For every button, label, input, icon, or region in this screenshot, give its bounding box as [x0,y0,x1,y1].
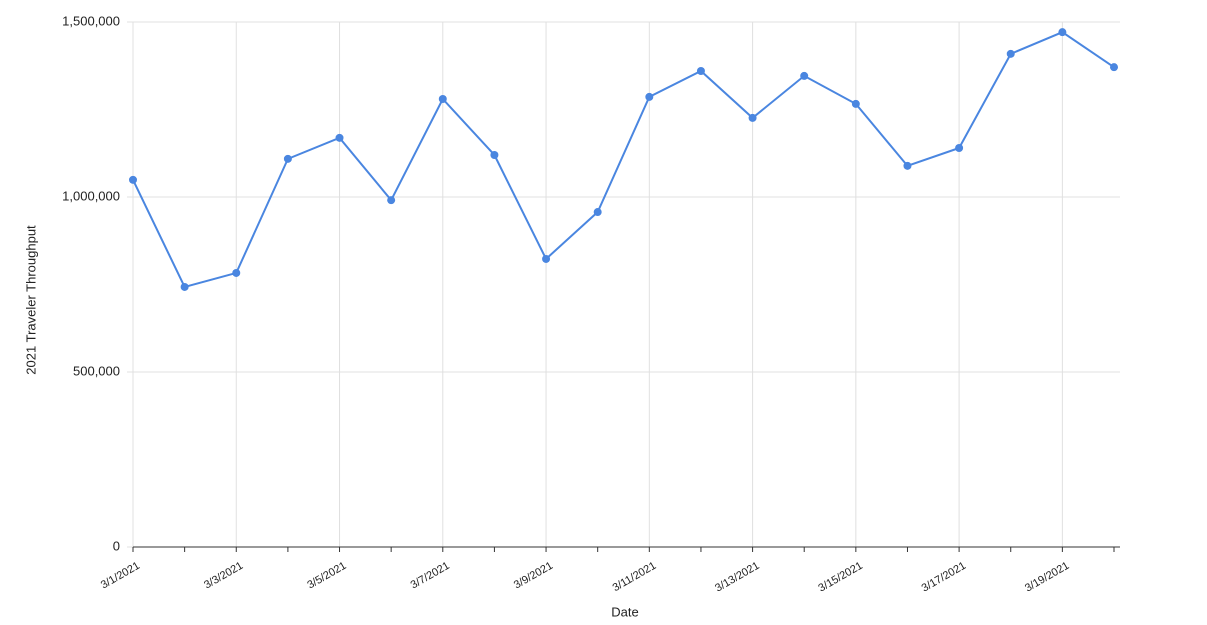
point [542,254,551,263]
y-tick-label: 1,500,000 [62,13,120,28]
point [955,144,964,152]
point [180,282,189,291]
x-tick-label: 3/1/2021 [99,560,142,592]
point [232,268,241,277]
x-tick-label: 3/13/2021 [713,560,761,595]
point [1058,28,1067,37]
point [387,196,396,205]
x-axis-title: Date [611,604,638,619]
point [851,99,860,108]
point [283,154,292,163]
point [1006,49,1015,58]
x-tick-label: 3/19/2021 [1023,560,1071,595]
line [132,31,1115,289]
x-tick-label: 3/17/2021 [920,560,968,595]
point [593,208,602,217]
x-tick-label: 3/7/2021 [409,560,452,592]
x-tick-label: 3/11/2021 [611,560,659,594]
point [800,71,809,80]
point [903,161,912,170]
point [696,67,705,75]
point [490,151,499,159]
x-tick-label: 3/9/2021 [512,560,555,592]
point [748,113,757,122]
point [129,175,137,184]
point [1110,63,1118,72]
y-axis-title: 2021 Traveler Throughput [23,225,38,375]
y-tick-label: 500,000 [73,363,120,378]
point [645,92,654,101]
x-tick-label: 3/15/2021 [816,560,864,595]
y-tick-label: 1,000,000 [62,188,120,203]
point [438,95,447,103]
y-tick-label: 0 [113,538,120,553]
point [335,133,344,142]
x-tick-label: 3/5/2021 [305,560,348,592]
x-tick-label: 3/3/2021 [202,560,245,592]
